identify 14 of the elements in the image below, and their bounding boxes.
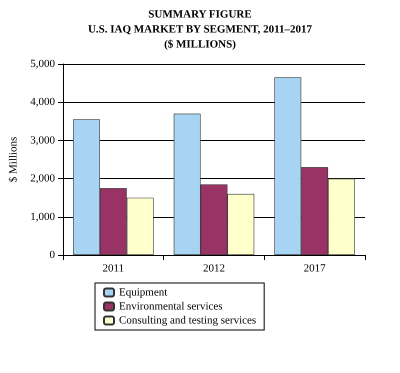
y-tick-label: 2,000 xyxy=(30,172,56,185)
x-tick-label: 2017 xyxy=(304,262,326,274)
legend-label: Environmental services xyxy=(119,300,223,312)
y-axis-title: $ Millions xyxy=(8,136,20,182)
y-tick-label: 0 xyxy=(50,249,56,261)
y-tick-label: 1,000 xyxy=(30,210,56,223)
y-tick-label: 5,000 xyxy=(30,58,56,70)
legend-label: Consulting and testing services xyxy=(119,314,256,326)
x-tick-label: 2011 xyxy=(102,262,124,274)
y-tick-label: 4,000 xyxy=(30,96,56,108)
y-tick-label: 3,000 xyxy=(30,134,56,146)
legend-label: Equipment xyxy=(119,286,168,298)
x-tick-label: 2012 xyxy=(203,262,225,274)
chart-title: SUMMARY FIGURE U.S. IAQ MARKET BY SEGMENT, 2011–2017 ($ MILLIONS) xyxy=(88,8,313,50)
